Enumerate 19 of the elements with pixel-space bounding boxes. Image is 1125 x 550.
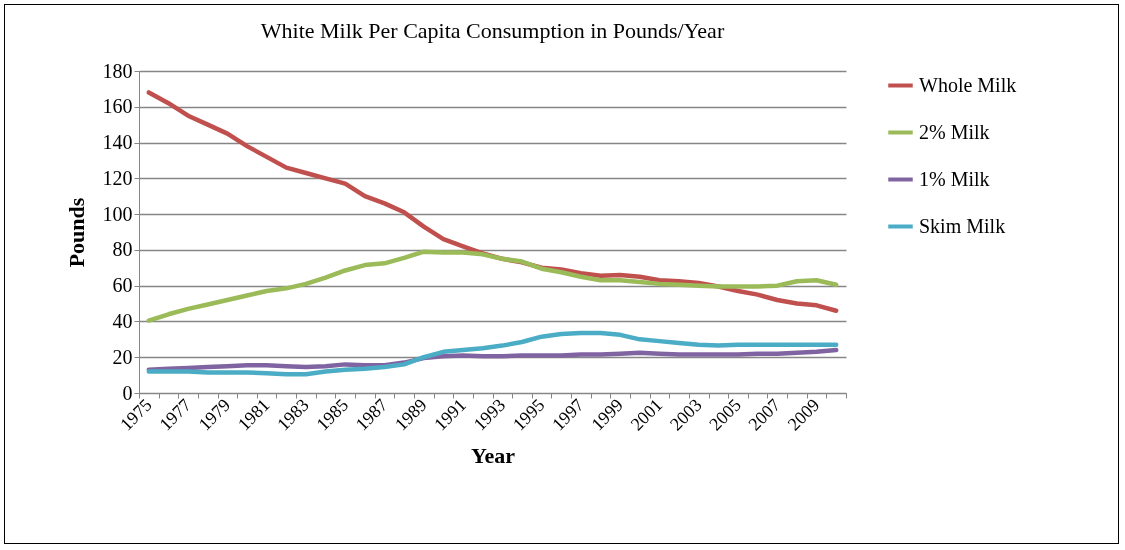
y-tick-label: 140	[102, 131, 133, 154]
y-tick-label: 80	[112, 238, 133, 261]
y-tick-label: 60	[112, 274, 133, 297]
y-tick-label: 160	[102, 95, 133, 118]
y-tick-label: 100	[102, 202, 133, 225]
legend-label: 1% Milk	[919, 167, 990, 190]
y-tick-label: 0	[122, 381, 133, 404]
chart-title: White Milk Per Capita Consumption in Pounds/Year	[260, 18, 725, 43]
y-tick-label: 20	[112, 345, 133, 368]
y-axis-title: Pounds	[63, 197, 89, 268]
legend-label: Skim Milk	[919, 214, 1006, 237]
line-series	[146, 249, 839, 323]
y-tick-label: 40	[112, 309, 133, 332]
legend-label: 2% Milk	[919, 120, 990, 143]
line-series	[146, 330, 839, 377]
y-tick-label: 180	[102, 59, 133, 82]
x-axis-title: Year	[471, 443, 516, 469]
y-tick-label: 120	[102, 166, 133, 189]
legend-label: Whole Milk	[919, 73, 1017, 96]
